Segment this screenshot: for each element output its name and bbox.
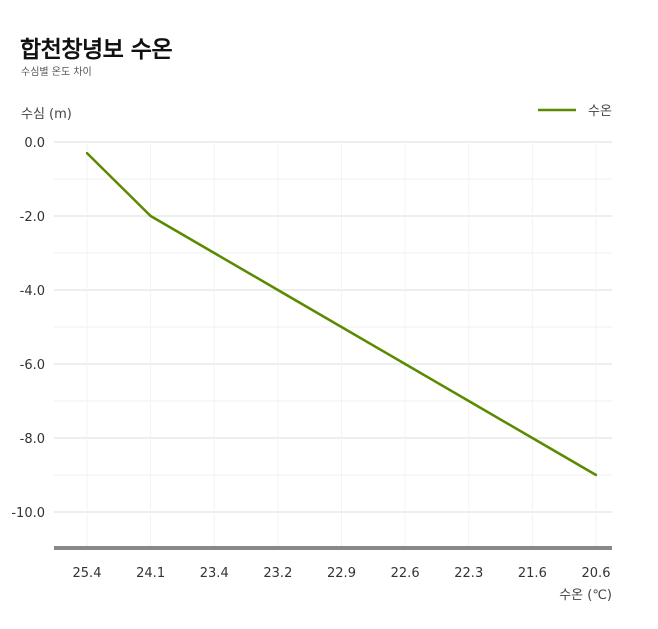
x-tick-label: 22.6	[391, 566, 420, 581]
series-layer	[85, 151, 598, 477]
x-tick-label: 23.4	[200, 566, 229, 581]
major-gridlines	[54, 141, 612, 513]
data-point	[467, 399, 470, 403]
data-point	[594, 473, 598, 477]
data-point	[340, 325, 343, 329]
y-tick-label: -4.0	[20, 284, 45, 299]
y-tick-label: -2.0	[20, 210, 45, 225]
y-axis-label: 수심 (m)	[21, 107, 72, 122]
legend-label: 수온	[588, 104, 612, 119]
minor-gridlines	[54, 178, 612, 476]
x-tick-label: 22.3	[454, 566, 483, 581]
x-axis-ticks: 25.4 24.1 23.4 23.2 22.9 22.6 22.3 21.6 20.6	[73, 566, 611, 581]
legend: 수온	[538, 104, 612, 119]
x-tick-label: 22.9	[327, 566, 356, 581]
chart-title: 합천창녕보 수온	[20, 37, 173, 63]
data-point	[85, 151, 89, 155]
vertical-gridlines	[86, 142, 597, 546]
x-tick-label: 24.1	[136, 566, 165, 581]
data-point	[213, 251, 216, 255]
y-axis-ticks: 0.0 -2.0 -4.0 -6.0 -8.0 -10.0	[11, 136, 45, 521]
y-tick-label: -10.0	[11, 506, 45, 521]
y-tick-label: -6.0	[20, 358, 45, 373]
x-tick-label: 21.6	[518, 566, 547, 581]
chart-subtitle: 수심별 온도 차이	[21, 67, 92, 78]
y-tick-label: 0.0	[24, 136, 45, 151]
y-tick-label: -8.0	[20, 432, 45, 447]
data-point	[403, 362, 407, 366]
data-point	[531, 436, 534, 440]
data-point	[149, 214, 152, 218]
x-tick-label: 23.2	[263, 566, 292, 581]
x-axis-label: 수온 (℃)	[559, 588, 612, 603]
x-tick-label: 20.6	[582, 566, 611, 581]
data-point	[276, 288, 280, 292]
x-tick-label: 25.4	[73, 566, 102, 581]
